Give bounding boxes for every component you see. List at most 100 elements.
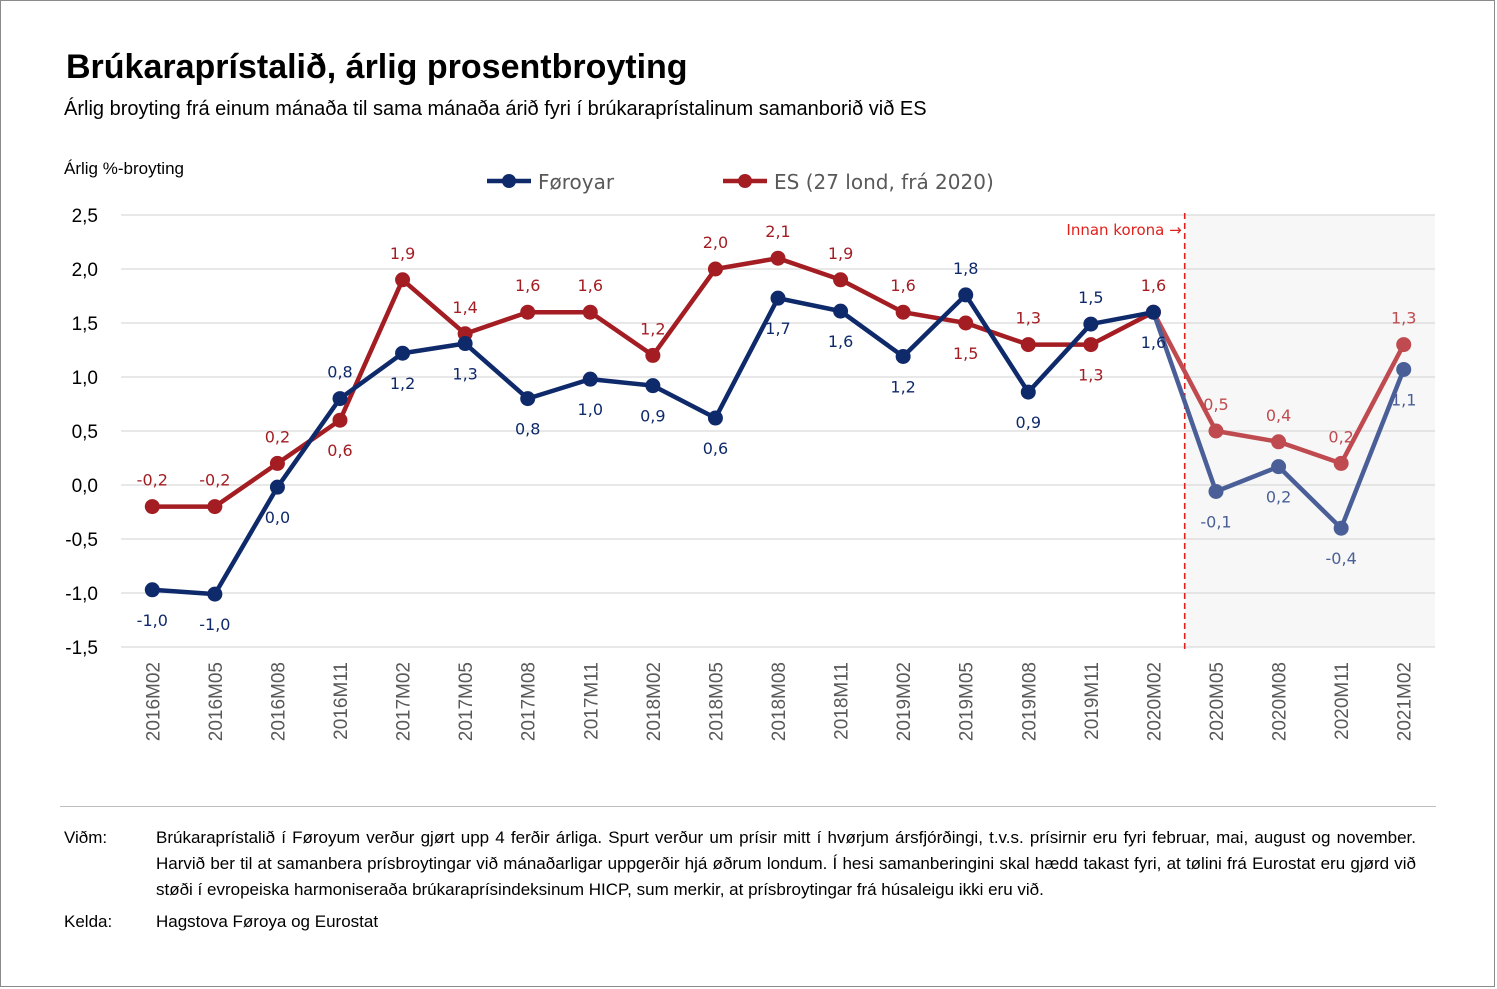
data-point-foroyar — [833, 303, 849, 319]
notes-divider — [60, 806, 1436, 807]
data-point-foroyar — [645, 378, 661, 394]
y-tick-label: 2,0 — [72, 260, 98, 281]
series-layer — [144, 250, 1412, 602]
data-label-es: -0,2 — [137, 471, 168, 490]
x-axis-ticks: 2016M02 2016M05 2016M08 2016M11 2017M02 2017M… — [143, 662, 1415, 741]
data-label-foroyar: 1,2 — [390, 374, 415, 393]
gridlines — [121, 214, 1435, 648]
data-label-foroyar: -1,0 — [137, 611, 168, 630]
data-label-es: 0,5 — [1203, 395, 1228, 414]
data-point-es — [1271, 434, 1287, 450]
data-point-foroyar — [520, 391, 536, 407]
x-tick-label: 2018M08 — [769, 662, 790, 741]
data-point-es — [770, 250, 786, 266]
data-point-es — [144, 499, 160, 515]
source-text: Hagstova Føroya og Eurostat — [156, 912, 379, 931]
data-point-es — [833, 272, 849, 288]
data-point-es — [895, 304, 911, 320]
data-label-es: 1,9 — [390, 244, 415, 263]
data-label-es: 1,4 — [452, 298, 477, 317]
data-point-es — [207, 499, 223, 515]
data-label-foroyar: 0,2 — [1266, 488, 1291, 507]
data-label-es: 1,3 — [1078, 366, 1103, 385]
y-tick-label: -0,5 — [65, 530, 98, 551]
data-point-es — [1083, 337, 1099, 353]
data-point-es — [958, 315, 974, 331]
y-tick-label: -1,5 — [65, 638, 98, 659]
data-point-foroyar — [1145, 304, 1161, 320]
source-key: Kelda: — [64, 912, 113, 931]
note-text: Brúkaraprístalið í Føroyum verður gjørt … — [156, 828, 1416, 899]
x-tick-label: 2019M11 — [1082, 662, 1103, 740]
data-label-es: 1,9 — [828, 244, 853, 263]
data-label-es: -0,2 — [199, 471, 230, 490]
data-label-es: 0,2 — [1328, 427, 1353, 446]
data-point-es — [645, 347, 661, 363]
data-point-foroyar — [207, 586, 223, 602]
y-tick-label: 2,5 — [72, 206, 98, 227]
data-point-foroyar — [1333, 520, 1349, 536]
y-axis-label: Árlig %-broyting — [64, 159, 184, 178]
x-tick-label: 2017M08 — [519, 662, 540, 741]
x-tick-label: 2021M02 — [1395, 662, 1416, 741]
data-label-es: 1,3 — [1016, 309, 1041, 328]
data-label-foroyar: 1,0 — [578, 400, 603, 419]
data-label-es: 1,6 — [1141, 276, 1166, 295]
data-label-es: 0,2 — [265, 427, 290, 446]
data-label-foroyar: 1,2 — [890, 377, 915, 396]
data-label-foroyar: 1,3 — [452, 365, 477, 384]
data-point-foroyar — [1020, 384, 1036, 400]
data-point-es — [520, 304, 536, 320]
data-labels: -0,2 -0,2 0,2 0,6 1,9 1,4 1,6 1,6 1,2 2,0 2,1 1,9 1,… — [137, 222, 1417, 634]
y-tick-label: 1,5 — [72, 314, 98, 335]
data-label-foroyar: 1,5 — [1078, 288, 1103, 307]
y-tick-label: 0,0 — [72, 476, 98, 497]
data-point-foroyar — [1208, 483, 1224, 499]
chart-title: Brúkaraprístalið, árlig prosentbroyting — [66, 48, 688, 86]
y-tick-label: -1,0 — [65, 584, 98, 605]
x-tick-label: 2020M05 — [1207, 662, 1228, 741]
data-label-foroyar: 1,6 — [828, 332, 853, 351]
x-tick-label: 2017M05 — [456, 662, 477, 741]
data-point-foroyar — [582, 371, 598, 387]
data-label-foroyar: 0,8 — [515, 420, 540, 439]
data-label-es: 2,0 — [703, 233, 728, 252]
data-label-foroyar: 0,8 — [327, 363, 352, 382]
legend-es-marker — [738, 174, 752, 188]
line-chart: 2,5 2,0 1,5 1,0 0,5 0,0 -0,5 -1,0 -1,5 2016M02 20… — [65, 170, 1435, 741]
data-point-foroyar — [770, 290, 786, 306]
data-point-es — [707, 261, 723, 277]
data-label-foroyar: 1,8 — [953, 259, 978, 278]
data-label-es: 1,2 — [640, 319, 665, 338]
data-point-foroyar — [1396, 361, 1412, 377]
data-point-foroyar — [1083, 316, 1099, 332]
data-label-es: 0,4 — [1266, 406, 1291, 425]
x-tick-label: 2018M02 — [644, 662, 665, 741]
data-point-foroyar — [1271, 459, 1287, 475]
data-label-foroyar: 1,1 — [1391, 390, 1416, 409]
data-label-es: 1,6 — [515, 276, 540, 295]
data-point-es — [1208, 423, 1224, 439]
legend-es-label: ES (27 lond, frá 2020) — [774, 170, 994, 194]
data-point-foroyar — [895, 348, 911, 364]
data-label-foroyar: 1,7 — [765, 319, 790, 338]
x-tick-label: 2019M08 — [1019, 662, 1040, 741]
data-point-es — [1020, 337, 1036, 353]
data-point-es — [582, 304, 598, 320]
data-label-es: 1,5 — [953, 344, 978, 363]
data-label-es: 1,6 — [578, 276, 603, 295]
data-point-es — [395, 272, 411, 288]
chart-subtitle: Árlig broyting frá einum mánaða til sama… — [64, 98, 927, 120]
legend-foroyar-label: Føroyar — [538, 170, 615, 194]
x-tick-label: 2018M11 — [832, 662, 853, 740]
legend-foroyar-marker — [502, 174, 516, 188]
data-label-es: 2,1 — [765, 222, 790, 241]
data-label-es: 1,6 — [890, 276, 915, 295]
data-point-foroyar — [144, 582, 160, 598]
data-label-foroyar: -1,0 — [199, 615, 230, 634]
data-label-foroyar: 0,9 — [640, 407, 665, 426]
data-point-foroyar — [457, 336, 473, 352]
data-point-es — [1396, 337, 1412, 353]
x-tick-label: 2018M05 — [706, 662, 727, 741]
data-label-foroyar: 0,6 — [703, 439, 728, 458]
